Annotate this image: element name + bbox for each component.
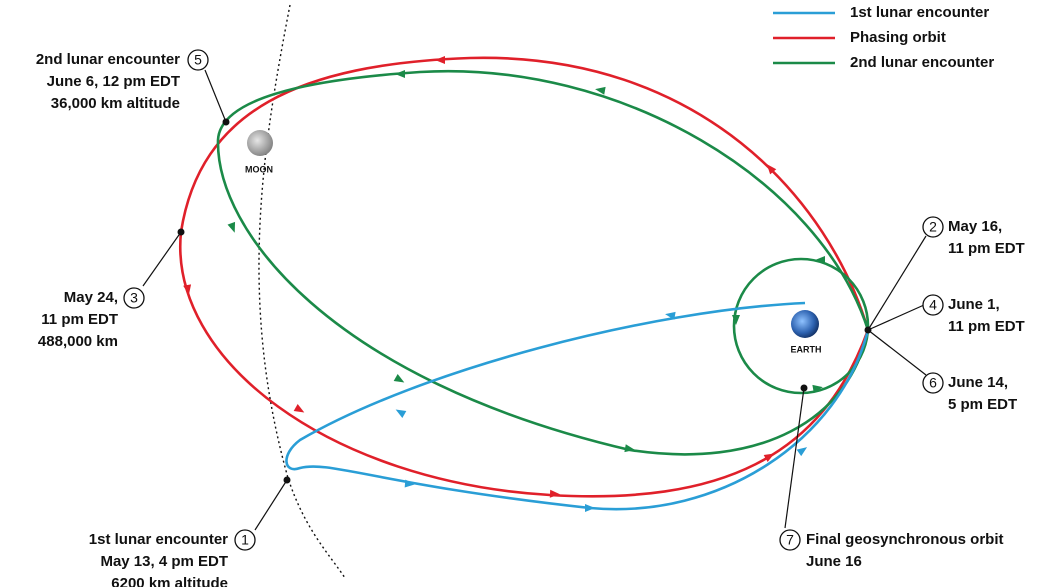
legend-label: Phasing orbit: [850, 29, 946, 46]
event-text: May 13, 4 pm EDT: [100, 553, 228, 570]
arrows: [183, 56, 825, 512]
event-text: 1st lunar encounter: [89, 531, 228, 548]
event-badge: [779, 529, 801, 551]
event-badge: [123, 287, 145, 309]
event-badge: [922, 216, 944, 238]
event-number: 5: [194, 52, 202, 68]
event-text: June 14,: [948, 374, 1008, 391]
event-badge: [234, 529, 256, 551]
event-text: 11 pm EDT: [41, 311, 118, 328]
event-text: June 16: [806, 553, 862, 570]
geosynchronous-orbit: [732, 257, 870, 395]
earth-label: EARTH: [791, 344, 822, 354]
event-text: June 1,: [948, 296, 1000, 313]
event-text: May 16,: [948, 218, 1002, 235]
moon-path: [258, 4, 346, 579]
event-text: June 6, 12 pm EDT: [47, 73, 180, 90]
legend-label: 2nd lunar encounter: [850, 54, 994, 71]
earth: [791, 310, 819, 338]
leaders: [142, 69, 927, 531]
event-number: 2: [929, 219, 937, 235]
event-badge: [922, 372, 944, 394]
event-number: 3: [130, 290, 138, 306]
event-text: 11 pm EDT: [948, 240, 1025, 257]
event-text: 36,000 km altitude: [51, 95, 180, 112]
moon: [247, 130, 273, 156]
event-text: 5 pm EDT: [948, 396, 1017, 413]
event-text: 2nd lunar encounter: [36, 51, 180, 68]
event-number: 1: [241, 532, 249, 548]
event-number: 6: [929, 375, 937, 391]
legend: 1st lunar encounter Phasing orbit 2nd lu…: [773, 4, 994, 71]
moon-label: MOON: [245, 164, 273, 174]
event-text: 11 pm EDT: [948, 318, 1025, 335]
event-text: 6200 km altitude: [111, 575, 228, 587]
event-labels: 1 1st lunar encounter May 13, 4 pm EDT 6200…: [36, 49, 1025, 587]
event-number: 4: [929, 297, 937, 313]
event-text: Final geosynchronous orbit: [806, 531, 1004, 548]
second-encounter-orbit: [216, 69, 870, 456]
event-text: 488,000 km: [38, 333, 118, 350]
legend-label: 1st lunar encounter: [850, 4, 989, 21]
event-badge: [187, 49, 209, 71]
event-number: 7: [786, 532, 794, 548]
first-encounter-trajectory: [285, 301, 870, 511]
event-badge: [922, 294, 944, 316]
event-text: May 24,: [64, 289, 118, 306]
